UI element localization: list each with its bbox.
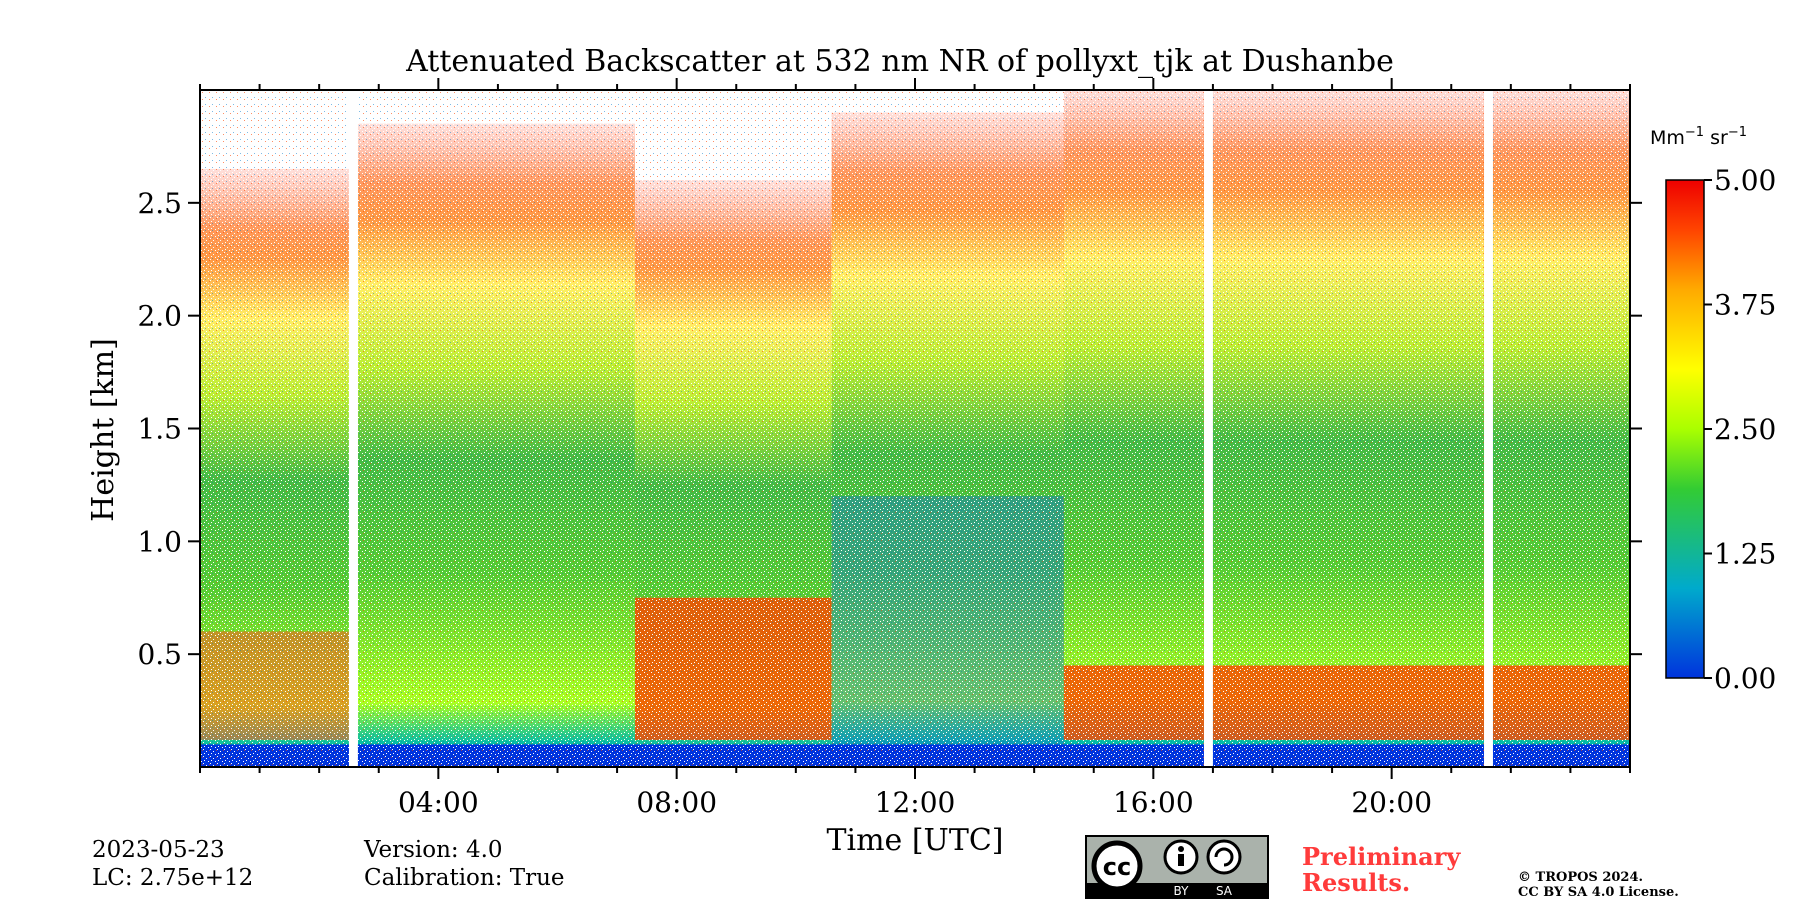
y-tick-label: 1.0: [137, 525, 182, 558]
attribution-icon-head: [1178, 846, 1184, 852]
date-label: 2023-05-23: [92, 837, 225, 863]
calibration-label: Calibration: True: [364, 865, 565, 891]
version-label: Version: 4.0: [364, 837, 503, 863]
copyright-line-1: © TROPOS 2024.: [1518, 870, 1644, 885]
colorbar-tick-label: 1.25: [1714, 538, 1776, 571]
colorbar: 0.00 1.25 2.50 3.75 5.00 Mm−1 sr−1: [1650, 125, 1776, 695]
copyright-line-2: CC BY SA 4.0 License.: [1518, 885, 1679, 900]
data-gap-2: [1484, 90, 1493, 767]
y-axis-label: Height [km]: [86, 338, 121, 522]
share-alike-icon: [1206, 839, 1242, 875]
y-tick-label: 1.5: [137, 413, 182, 446]
x-tick-label: 04:00: [398, 786, 479, 819]
heatmap-area: [200, 90, 1630, 767]
data-gap-0: [348, 90, 358, 767]
info-middle: Version: 4.0 Calibration: True: [364, 836, 565, 892]
x-tick-label: 12:00: [875, 786, 956, 819]
colorbar-unit: Mm−1 sr−1: [1650, 125, 1747, 149]
sa-label: SA: [1216, 884, 1233, 898]
share-alike-icon-arrow: [1214, 847, 1234, 867]
x-tick-label: 20:00: [1351, 786, 1432, 819]
speckle-overlay: [200, 90, 1630, 767]
preliminary-note: Preliminary Results.: [1302, 844, 1460, 896]
y-tick-label: 0.5: [137, 638, 182, 671]
license-badge: cc BY SA: [1085, 835, 1269, 899]
x-tick-label: 16:00: [1113, 786, 1194, 819]
copyright-note: © TROPOS 2024. CC BY SA 4.0 License.: [1518, 870, 1679, 900]
preliminary-line-1: Preliminary: [1302, 842, 1461, 871]
attribution-icon-body: [1178, 854, 1184, 866]
y-tick-label: 2.0: [137, 300, 182, 333]
lidar-constant-label: LC: 2.75e+12: [92, 865, 254, 891]
colorbar-tick-label: 2.50: [1714, 413, 1776, 446]
colorbar-tick-label: 0.00: [1714, 662, 1776, 695]
colorbar-tick-label: 5.00: [1714, 164, 1776, 197]
data-gap-1: [1203, 90, 1213, 767]
x-tick-label: 08:00: [636, 786, 717, 819]
y-tick-label: 2.5: [137, 187, 182, 220]
x-axis-label: Time [UTC]: [827, 823, 1004, 858]
colorbar-gradient: [1665, 179, 1705, 679]
info-left: 2023-05-23 LC: 2.75e+12: [92, 836, 253, 892]
colorbar-tick-label: 3.75: [1714, 289, 1776, 322]
preliminary-line-2: Results.: [1302, 868, 1411, 897]
cc-label: cc: [1103, 853, 1131, 881]
by-label: BY: [1174, 884, 1190, 898]
chart-title: Attenuated Backscatter at 532 nm NR of p…: [406, 44, 1394, 79]
cc-icon: [1091, 840, 1143, 892]
